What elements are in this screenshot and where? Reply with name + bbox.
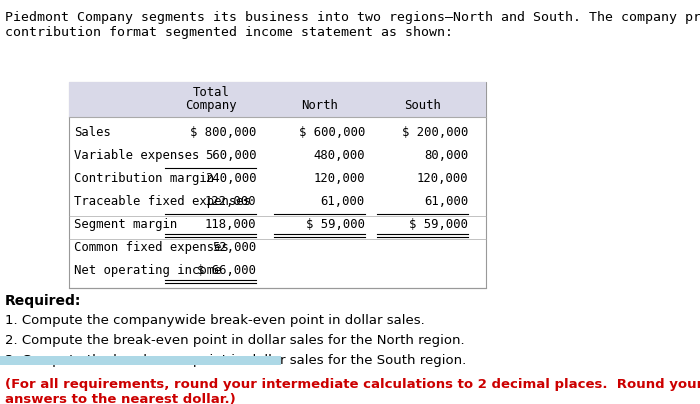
Text: 118,000: 118,000 (205, 218, 256, 231)
Text: Piedmont Company segments its business into two regions—North and South. The com: Piedmont Company segments its business i… (5, 11, 700, 39)
Text: 480,000: 480,000 (314, 149, 365, 162)
Text: Sales: Sales (74, 126, 111, 139)
Text: 120,000: 120,000 (314, 172, 365, 185)
Text: $ 59,000: $ 59,000 (410, 218, 468, 231)
Text: 560,000: 560,000 (205, 149, 256, 162)
Text: (For all requirements, round your intermediate calculations to 2 decimal places.: (For all requirements, round your interm… (5, 378, 700, 404)
Text: $ 800,000: $ 800,000 (190, 126, 256, 139)
FancyBboxPatch shape (69, 82, 486, 117)
Text: Segment margin: Segment margin (74, 218, 177, 231)
Text: 1. Compute the companywide break-even point in dollar sales.: 1. Compute the companywide break-even po… (5, 314, 425, 327)
Text: 61,000: 61,000 (321, 195, 365, 208)
Text: 61,000: 61,000 (424, 195, 468, 208)
FancyBboxPatch shape (0, 356, 281, 365)
Text: $ 59,000: $ 59,000 (306, 218, 365, 231)
Text: Traceable fixed expenses: Traceable fixed expenses (74, 195, 251, 208)
Text: $ 66,000: $ 66,000 (197, 264, 256, 277)
Text: 2. Compute the break-even point in dollar sales for the North region.: 2. Compute the break-even point in dolla… (5, 334, 465, 347)
Text: North: North (301, 99, 337, 112)
Text: Net operating income: Net operating income (74, 264, 221, 277)
Text: 120,000: 120,000 (416, 172, 468, 185)
Text: Variable expenses: Variable expenses (74, 149, 200, 162)
Text: 80,000: 80,000 (424, 149, 468, 162)
Text: Company: Company (185, 99, 237, 112)
Text: South: South (405, 99, 441, 112)
Text: 122,000: 122,000 (205, 195, 256, 208)
FancyBboxPatch shape (69, 82, 486, 288)
Text: Required:: Required: (5, 294, 81, 308)
Text: Common fixed expenses: Common fixed expenses (74, 241, 229, 254)
Text: 52,000: 52,000 (212, 241, 256, 254)
Text: Total: Total (193, 86, 229, 99)
Text: 240,000: 240,000 (205, 172, 256, 185)
Text: $ 200,000: $ 200,000 (402, 126, 468, 139)
Text: $ 600,000: $ 600,000 (298, 126, 365, 139)
Text: Contribution margin: Contribution margin (74, 172, 214, 185)
Text: 3. Compute the break-even point in dollar sales for the South region.: 3. Compute the break-even point in dolla… (5, 354, 466, 367)
